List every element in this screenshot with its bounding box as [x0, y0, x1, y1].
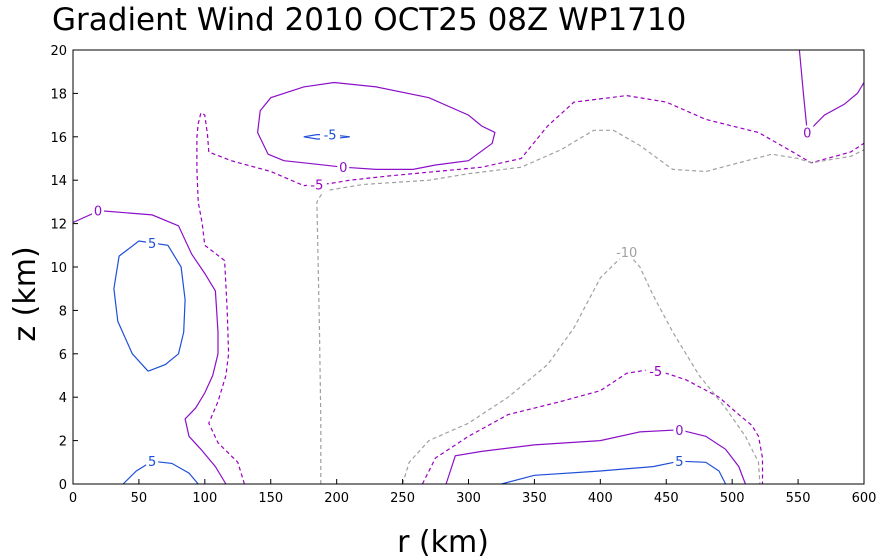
- contour-line-10: [316, 129, 865, 484]
- contour-label-bg-1: [146, 236, 159, 251]
- x-tick-label-3: 150: [258, 491, 283, 506]
- contour-label-4: -5: [649, 365, 662, 380]
- contour-line-11: [402, 250, 761, 485]
- y-tick-label-3: 6: [59, 348, 67, 363]
- contour-line-7: [798, 49, 865, 134]
- x-tick-label-7: 350: [522, 491, 547, 506]
- x-tick-label-4: 200: [324, 491, 349, 506]
- x-tick-label-9: 450: [654, 491, 679, 506]
- contour-label-bg-7: [801, 125, 814, 140]
- x-tick-label-2: 100: [192, 491, 217, 506]
- contour-label-bg-4: [645, 364, 666, 379]
- contour-line-5: [256, 81, 496, 170]
- contour-line-1: [113, 240, 186, 372]
- x-tick-label-1: 50: [131, 491, 148, 506]
- y-tick-label-1: 2: [59, 435, 67, 450]
- y-tick-label-2: 4: [59, 391, 67, 406]
- contour-lines: [72, 49, 865, 485]
- contour-line-8: [445, 429, 746, 485]
- contour-label-bg-3: [306, 177, 327, 192]
- contour-label-bg-8: [673, 422, 686, 437]
- y-tick-label-9: 18: [50, 87, 67, 102]
- contour-label-bg-9: [673, 454, 686, 469]
- x-tick-label-10: 500: [720, 491, 745, 506]
- y-tick-label-8: 16: [50, 131, 67, 146]
- y-tick-label-5: 10: [50, 261, 67, 276]
- x-tick-label-5: 250: [390, 491, 415, 506]
- y-tick-label-0: 0: [59, 478, 67, 493]
- contour-line-3: [196, 94, 865, 485]
- x-tick-label-0: 0: [69, 491, 77, 506]
- y-tick-label-6: 12: [50, 218, 67, 233]
- contour-label-0: 0: [94, 205, 102, 220]
- contour-label-8: 0: [675, 424, 683, 439]
- x-axis-label: r (km): [397, 525, 489, 559]
- contour-labels: 0 5 5 -5 -5 0 -5 0 0 5 -10: [92, 125, 814, 470]
- contour-label-2: 5: [148, 455, 156, 470]
- contour-label-1: 5: [148, 237, 156, 252]
- x-tick-label-11: 550: [786, 491, 811, 506]
- x-axis-ticks: 0 50 100 150 200 250 300 350 400 450 500 550 600: [69, 479, 877, 506]
- contour-label-bg-2: [146, 454, 159, 469]
- contour-label-7: 0: [803, 126, 811, 141]
- x-tick-label-8: 400: [588, 491, 613, 506]
- y-tick-label-7: 14: [50, 174, 67, 189]
- x-tick-label-6: 300: [456, 491, 481, 506]
- y-tick-label-4: 8: [59, 304, 67, 319]
- contour-label-bg-6: [320, 127, 341, 142]
- y-axis-ticks: 0 2 4 6 8 10 12 14 16 18 20: [50, 44, 78, 493]
- chart-title: Gradient Wind 2010 OCT25 08Z WP1710: [52, 2, 686, 38]
- contour-label-bg-0: [92, 203, 105, 218]
- contour-label-6: -5: [324, 129, 337, 144]
- contour-line-6: [303, 134, 350, 140]
- y-axis-label: z (km): [8, 246, 43, 341]
- contour-line-2: [122, 460, 199, 485]
- contour-line-9: [501, 460, 727, 485]
- contour-label-9: 5: [675, 455, 683, 470]
- contour-label-bg-10: [612, 244, 641, 259]
- contour-label-bg-5: [337, 160, 350, 175]
- x-tick-label-12: 600: [852, 491, 877, 506]
- contour-label-10: -10: [616, 246, 637, 261]
- contour-label-3: -5: [310, 179, 323, 194]
- y-tick-label-10: 20: [50, 44, 67, 59]
- contour-label-5: 0: [339, 161, 347, 176]
- contour-line-0: [72, 209, 227, 485]
